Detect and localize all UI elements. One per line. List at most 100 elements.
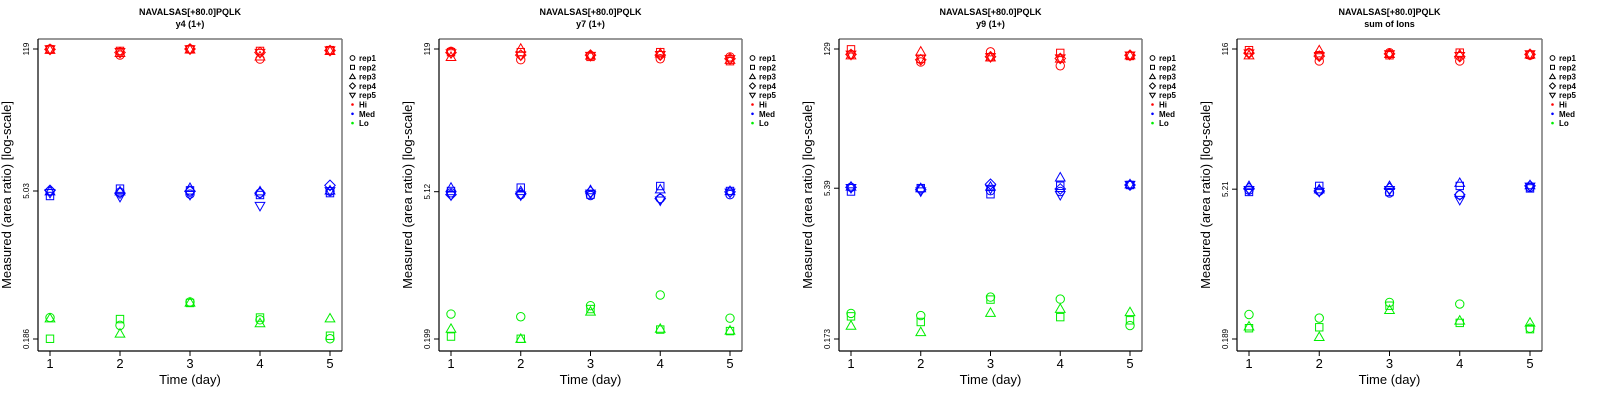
data-point-lo-rep2 [916, 317, 925, 327]
data-point-lo-rep3 [445, 322, 457, 333]
legend-item-lo: Lo [751, 119, 769, 128]
chart-panel-3: NAVALSAS[+80.0]PQLK y9 (1+) 129 5.39 0.173 1 2… [800, 7, 1176, 387]
legend-item-rep4: rep4 [1148, 82, 1176, 91]
chart-title: NAVALSAS[+80.0]PQLK [540, 7, 642, 17]
legend-label: rep3 [359, 73, 376, 82]
data-point-med-rep4 [324, 179, 336, 192]
legend-dot-icon [1151, 112, 1154, 116]
data-point-lo-rep3 [254, 317, 266, 328]
data-point-med-rep5 [114, 192, 126, 203]
data-point-med-rep3 [724, 185, 736, 196]
chart-panel-2: NAVALSAS[+80.0]PQLK y7 (1+) 119 5.12 0.199 1 2… [400, 7, 776, 387]
data-point-med-rep5 [915, 187, 927, 198]
legend-label: rep1 [359, 54, 376, 63]
x-tick-label: 3 [987, 356, 994, 371]
legend-label: Hi [759, 101, 767, 110]
data-point-hi-rep5 [445, 49, 457, 60]
legend-label: Lo [1159, 119, 1169, 128]
data-point-lo-rep1 [655, 290, 665, 300]
y-tick-label: 5.03 [22, 183, 31, 199]
legend-item-rep5: rep5 [1548, 91, 1576, 100]
data-point-lo-rep3 [1124, 306, 1136, 317]
legend-dot-icon [351, 103, 354, 106]
chart-title: NAVALSAS[+80.0]PQLK [1339, 7, 1441, 17]
legend-circle-icon [749, 55, 756, 61]
legend-item-rep3: rep3 [348, 73, 376, 82]
data-point-lo-rep2 [586, 304, 595, 314]
data-point-hi-rep5 [915, 54, 927, 65]
data-point-lo-rep3 [114, 327, 126, 338]
data-point-hi-rep1 [1314, 56, 1324, 66]
data-point-med-rep5 [584, 189, 597, 200]
y-axis-label: Measured (area ratio) [log-scale] [400, 101, 415, 289]
legend-label: rep3 [1159, 73, 1176, 82]
legend-item-rep2: rep2 [1550, 63, 1576, 72]
legend-circle-icon [349, 55, 356, 61]
legend-item-rep1: rep1 [1549, 54, 1576, 63]
data-point-lo-rep3 [1054, 302, 1066, 313]
data-point-lo-rep2 [185, 298, 195, 308]
data-point-hi-rep5 [654, 50, 666, 61]
legend-diamond-icon [1148, 82, 1157, 90]
data-point-med-rep5 [515, 191, 527, 202]
data-point-lo-rep2 [446, 332, 456, 341]
y-tick-label: 5.12 [423, 183, 432, 199]
data-point-lo-rep2 [986, 295, 995, 304]
legend-item-hi: Hi [1551, 101, 1567, 110]
data-point-lo-rep2 [1315, 323, 1324, 332]
data-point-lo-rep1 [1055, 294, 1065, 304]
data-point-med-rep3 [1124, 178, 1136, 189]
data-point-lo-rep1 [985, 292, 996, 302]
data-point-lo-rep3 [724, 324, 736, 335]
data-point-lo-rep1 [916, 310, 926, 321]
legend-dot-icon [751, 103, 754, 106]
chart-subtitle: y7 (1+) [576, 19, 605, 29]
data-point-med-rep5 [845, 184, 857, 194]
legend-label: Med [359, 110, 375, 119]
x-tick-label: 1 [1245, 356, 1252, 371]
x-axis-label: Time (day) [1359, 372, 1421, 387]
data-point-lo-rep3 [44, 312, 56, 323]
legend-item-rep2: rep2 [750, 63, 776, 72]
legend-item-hi: Hi [351, 101, 367, 110]
legend-dot-icon [751, 121, 754, 125]
legend-label: Lo [759, 119, 769, 128]
data-point-hi-rep5 [1383, 50, 1396, 61]
legend-triangle-up-icon [1548, 73, 1557, 80]
x-tick-label: 3 [1386, 356, 1393, 371]
legend-label: rep5 [1559, 91, 1576, 100]
legend-item-rep4: rep4 [1548, 82, 1576, 91]
legend-triangle-down-icon [1148, 92, 1157, 99]
x-tick-label: 2 [1316, 356, 1323, 371]
chart-subtitle: sum of Ions [1364, 19, 1415, 29]
legend-item-hi: Hi [1151, 101, 1167, 110]
data-point-med-rep5 [984, 184, 997, 195]
legend-item-lo: Lo [351, 119, 369, 128]
x-tick-label: 5 [1526, 356, 1533, 371]
legend-label: Med [759, 110, 775, 119]
data-point-med-rep3 [44, 185, 56, 196]
legend-triangle-down-icon [748, 92, 757, 99]
x-tick-label: 2 [517, 356, 524, 371]
legend-label: rep4 [1159, 82, 1176, 91]
legend-dot-icon [1551, 112, 1554, 116]
data-point-med-rep3 [845, 180, 857, 191]
chart-panel-1: NAVALSAS[+80.0]PQLK y4 (1+) 119 5.03 0.186 1 2… [0, 7, 376, 387]
legend-item-rep1: rep1 [349, 54, 376, 63]
legend-dot-icon [1151, 121, 1154, 125]
legend-square-icon [750, 64, 755, 70]
x-tick-label: 5 [1126, 356, 1133, 371]
legend-item-rep2: rep2 [1150, 63, 1176, 72]
legend-item-rep2: rep2 [350, 63, 376, 72]
data-point-hi-rep3 [184, 43, 196, 54]
y-tick-label: 119 [423, 42, 432, 55]
chart-title: NAVALSAS[+80.0]PQLK [940, 7, 1042, 17]
data-point-med-rep2 [1315, 181, 1324, 191]
data-point-hi-rep5 [114, 48, 126, 58]
legend-item-rep5: rep5 [348, 91, 376, 100]
chart-panel-4: NAVALSAS[+80.0]PQLK sum of Ions 116 5.21 0.1… [1198, 7, 1576, 387]
data-point-med-rep2 [115, 184, 125, 193]
data-point-hi-rep5 [44, 45, 56, 56]
data-point-hi-rep3 [984, 51, 997, 62]
